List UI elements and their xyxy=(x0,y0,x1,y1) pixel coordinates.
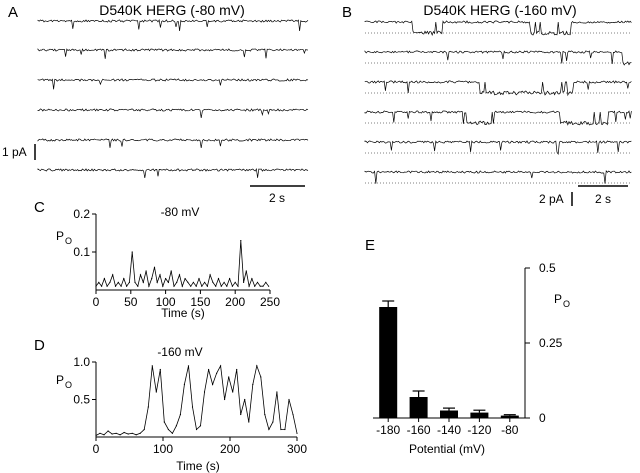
panel-e-bar xyxy=(379,307,398,418)
panelD-y-tick-label: 0.5 xyxy=(73,393,90,407)
panel-e-bar xyxy=(440,410,458,418)
panel-e-xlabel: Potential (mV) xyxy=(409,442,485,456)
panelD-series-line xyxy=(95,364,298,436)
panel-e-y-tick-label: 0 xyxy=(539,411,546,425)
panel-a-title: D540K HERG (-80 mV) xyxy=(99,2,244,18)
panelC-y-tick-label: 0.1 xyxy=(73,245,90,259)
panelD-x-tick-label: 300 xyxy=(287,442,307,456)
panel-d-ylabel-sub: O xyxy=(65,380,72,390)
panel-d-plot: 0 100 200 300 0.5 1.0 xyxy=(73,355,307,456)
panel-e-x-tick-label: -80 xyxy=(501,423,519,437)
panel-e: E P O Potential (mV) 0 0.25 0.5 -180 -160 -14… xyxy=(365,237,570,456)
tracesB-trace-1 xyxy=(364,20,632,37)
panel-c: C -80 mV P O Time (s) 0 50 100 150 200 250 0.1… xyxy=(34,199,280,320)
panel-d-letter: D xyxy=(34,337,45,354)
panel-d: D -160 mV P O Time (s) 0 100 200 300 0.5 1.0 xyxy=(34,337,307,473)
tracesB-trace-6 xyxy=(364,170,632,184)
panelC-x-tick-label: 200 xyxy=(225,295,245,309)
tracesA-trace-5 xyxy=(37,138,309,149)
tracesA-trace-4 xyxy=(37,108,309,118)
panel-e-ylabel-sub: O xyxy=(563,299,570,309)
panel-e-x-tick-label: -140 xyxy=(437,423,461,437)
panelC-x-tick-label: 250 xyxy=(260,295,280,309)
panelD-y-tick-label: 1.0 xyxy=(73,355,90,369)
panel-e-y-tick-label: 0.5 xyxy=(539,261,556,275)
panel-d-xlabel: Time (s) xyxy=(176,459,220,473)
panel-a-traces xyxy=(37,19,309,179)
panel-e-bar xyxy=(409,397,428,418)
panel-c-ylabel-sub: O xyxy=(65,236,72,246)
tracesB-trace-4 xyxy=(364,110,632,126)
panelD-x-tick-label: 100 xyxy=(153,442,173,456)
panel-b-title: D540K HERG (-160 mV) xyxy=(423,2,576,18)
tracesA-trace-6 xyxy=(37,167,309,179)
tracesA-trace-3 xyxy=(37,78,309,90)
panelC-x-tick-label: 50 xyxy=(124,295,138,309)
panel-d-ylabel: P xyxy=(56,373,64,387)
panel-c-annotation: -80 mV xyxy=(161,205,200,219)
panel-a-letter: A xyxy=(8,4,18,21)
tracesA-trace-1 xyxy=(37,19,309,32)
panel-a: A D540K HERG (-80 mV) 1 pA 2 s xyxy=(2,2,309,205)
panel-b: B D540K HERG (-160 mV) 2 pA 2 s xyxy=(342,2,632,206)
panelC-series-line xyxy=(95,240,269,288)
panel-e-bar xyxy=(470,412,489,418)
panel-c-ylabel: P xyxy=(56,229,64,243)
panel-d-annotation: -160 mV xyxy=(157,345,202,359)
panel-c-plot: 0 50 100 150 200 250 0.1 0.2 xyxy=(73,207,280,309)
panel-e-ylabel: P xyxy=(554,292,562,306)
panel-e-letter: E xyxy=(365,237,375,254)
panel-b-current-scale-label: 2 pA xyxy=(539,192,564,206)
tracesB-trace-3 xyxy=(364,80,632,97)
panel-e-x-tick-label: -120 xyxy=(467,423,491,437)
panel-e-plot: 0 0.25 0.5 -180 -160 -140 -120 -80 xyxy=(373,261,563,437)
panel-e-bar xyxy=(500,415,519,418)
panelC-x-tick-label: 0 xyxy=(93,295,100,309)
panel-a-time-scale-label: 2 s xyxy=(269,191,285,205)
panel-e-x-tick-label: -160 xyxy=(407,423,431,437)
panel-b-time-scale-label: 2 s xyxy=(595,192,611,206)
panel-c-letter: C xyxy=(34,199,45,216)
panel-b-letter: B xyxy=(342,4,352,21)
panelD-x-tick-label: 0 xyxy=(93,442,100,456)
tracesB-trace-5 xyxy=(364,140,632,155)
panel-c-xlabel: Time (s) xyxy=(161,306,205,320)
tracesB-trace-2 xyxy=(364,50,632,66)
panelC-y-tick-label: 0.2 xyxy=(73,207,90,221)
tracesA-trace-2 xyxy=(37,48,309,59)
panel-b-traces xyxy=(364,20,632,184)
panel-e-x-tick-label: -180 xyxy=(376,423,400,437)
panel-e-y-tick-label: 0.25 xyxy=(539,336,563,350)
panelC-x-tick-label: 100 xyxy=(156,295,176,309)
panel-a-current-scale-label: 1 pA xyxy=(2,145,27,159)
panelD-x-tick-label: 200 xyxy=(220,442,240,456)
panelC-x-tick-label: 150 xyxy=(190,295,210,309)
